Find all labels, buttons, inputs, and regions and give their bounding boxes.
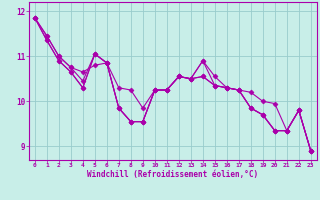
X-axis label: Windchill (Refroidissement éolien,°C): Windchill (Refroidissement éolien,°C)	[87, 170, 258, 179]
